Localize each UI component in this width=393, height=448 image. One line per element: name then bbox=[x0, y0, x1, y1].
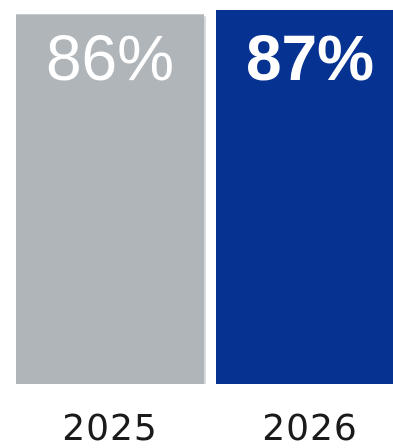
category-label-2025: 2025 bbox=[62, 408, 158, 448]
value-label-2025: 86% bbox=[46, 22, 174, 94]
bar-2025 bbox=[16, 14, 204, 384]
bar-shadow-2025 bbox=[204, 16, 206, 384]
bar-2026 bbox=[216, 10, 393, 384]
category-label-2026: 2026 bbox=[262, 408, 358, 448]
value-label-2026: 87% bbox=[246, 22, 374, 94]
